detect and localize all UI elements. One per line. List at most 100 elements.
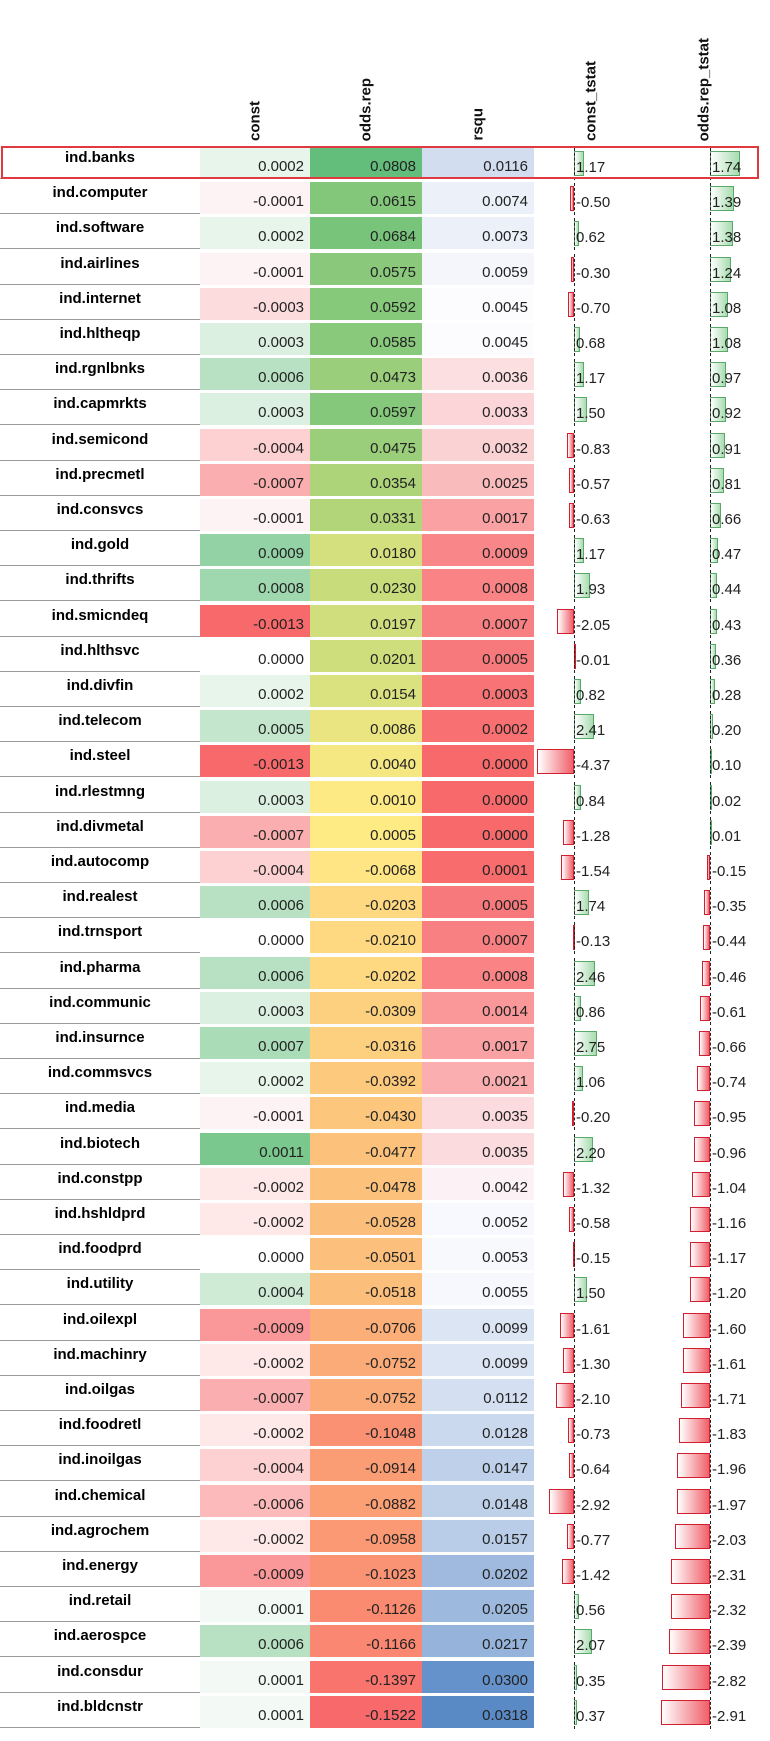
odds-rep-tstat-cell: -1.17 <box>648 1238 760 1272</box>
odds-rep-tstat-cell-axis <box>710 887 711 920</box>
odds-rep-cell: -0.0203 <box>310 886 422 919</box>
odds-rep-cell: -0.0958 <box>310 1519 422 1552</box>
odds-rep-tstat-cell-bar <box>676 1453 710 1479</box>
odds-rep-tstat-cell-axis <box>710 676 711 708</box>
odds-rep-cell: -0.0309 <box>310 991 422 1024</box>
const-tstat-cell-label: -0.57 <box>576 475 611 493</box>
const-cell: -0.0013 <box>200 745 310 778</box>
row-name: ind.hltheqp <box>0 323 200 355</box>
odds-rep-tstat-cell: -0.44 <box>648 921 760 955</box>
const-cell: 0.0003 <box>200 393 310 426</box>
odds-rep-cell: 0.0040 <box>310 745 422 778</box>
const-tstat-cell-bar <box>568 291 574 317</box>
const-tstat-cell: -0.13 <box>534 921 648 955</box>
table-row: ind.thrifts 0.0008 0.0230 0.0008 1.93 0.44 <box>0 568 760 603</box>
odds-rep-cell: 0.0473 <box>310 358 422 391</box>
const-tstat-cell: -0.73 <box>534 1414 648 1448</box>
const-tstat-cell: 1.17 <box>534 147 648 180</box>
odds-rep-tstat-cell-bar <box>680 1383 710 1408</box>
const-cell: 0.0002 <box>200 147 310 179</box>
odds-rep-tstat-cell-bar <box>693 1136 710 1162</box>
const-cell: -0.0009 <box>200 1555 310 1587</box>
row-name: ind.realest <box>0 886 200 919</box>
const-tstat-cell-label: 0.68 <box>576 335 606 352</box>
const-tstat-cell-axis <box>574 1168 575 1201</box>
table-row: ind.utility 0.0004 -0.0518 0.0055 1.50 -1.20 <box>0 1272 760 1307</box>
odds-rep-tstat-cell-axis <box>710 1168 711 1201</box>
const-tstat-cell-axis <box>574 148 575 180</box>
odds-rep-cell: -0.1522 <box>310 1695 422 1728</box>
odds-rep-tstat-cell-label: -2.31 <box>712 1567 747 1584</box>
const-tstat-cell: -0.57 <box>534 464 648 497</box>
odds-rep-tstat-cell-axis <box>710 1028 711 1060</box>
const-tstat-cell-label: 1.93 <box>576 581 606 599</box>
const-tstat-cell-axis <box>574 640 575 673</box>
odds-rep-tstat-cell-label: -0.66 <box>712 1039 747 1056</box>
row-name: ind.energy <box>0 1555 200 1587</box>
const-cell: -0.0006 <box>200 1484 310 1517</box>
header-label: odds.rep <box>357 77 375 141</box>
odds-rep-tstat-cell: -2.82 <box>648 1661 760 1694</box>
const-tstat-cell-axis <box>574 1450 575 1483</box>
odds-rep-cell: 0.0230 <box>310 569 422 602</box>
const-cell: -0.0007 <box>200 1379 310 1411</box>
const-tstat-cell-bar <box>568 1453 574 1479</box>
const-tstat-cell-label: -0.20 <box>576 1109 611 1127</box>
const-cell: -0.0001 <box>200 252 310 285</box>
const-tstat-cell-label: -0.13 <box>576 933 611 951</box>
odds-rep-cell: 0.0010 <box>310 780 422 813</box>
const-tstat-cell-axis <box>574 816 575 849</box>
odds-rep-tstat-cell: 0.91 <box>648 429 760 462</box>
odds-rep-cell: -0.0752 <box>310 1379 422 1411</box>
odds-rep-cell: -0.0528 <box>310 1203 422 1235</box>
const-tstat-cell-label: 1.17 <box>576 546 606 564</box>
table-row: ind.insurnce 0.0007 -0.0316 0.0017 2.75 -0.66 <box>0 1026 760 1061</box>
odds-rep-tstat-cell-label: -1.60 <box>712 1320 747 1338</box>
rsqu-cell: 0.0157 <box>422 1519 534 1552</box>
odds-rep-tstat-cell-label: -0.61 <box>712 1003 747 1021</box>
const-tstat-cell-axis <box>574 1380 575 1412</box>
const-tstat-cell: 1.17 <box>534 534 648 568</box>
const-tstat-cell-label: -0.30 <box>576 264 611 282</box>
odds-rep-cell: 0.0575 <box>310 252 422 285</box>
odds-rep-tstat-cell-label: 0.97 <box>712 370 742 388</box>
odds-rep-tstat-cell: 0.01 <box>648 816 760 849</box>
const-tstat-cell-axis <box>574 429 575 462</box>
const-tstat-cell: 2.07 <box>534 1625 648 1659</box>
const-tstat-cell-axis <box>574 887 575 920</box>
const-cell: -0.0004 <box>200 1449 310 1482</box>
odds-rep-tstat-cell-label: -0.15 <box>712 863 747 880</box>
const-tstat-cell-axis <box>574 1098 575 1131</box>
rsqu-cell: 0.0059 <box>422 252 534 285</box>
rsqu-cell: 0.0014 <box>422 991 534 1024</box>
const-tstat-cell-label: 2.20 <box>576 1144 606 1162</box>
odds-rep-tstat-cell: -0.96 <box>648 1133 760 1166</box>
const-tstat-cell-label: -1.32 <box>576 1179 611 1197</box>
odds-rep-tstat-cell-label: 0.92 <box>712 405 742 423</box>
odds-rep-tstat-cell-bar <box>670 1594 710 1620</box>
const-tstat-cell-axis <box>574 1204 575 1236</box>
const-tstat-cell: 1.50 <box>534 393 648 427</box>
odds-rep-cell: -0.1166 <box>310 1625 422 1658</box>
odds-rep-tstat-cell-bar <box>675 1523 710 1549</box>
table-row: ind.divfin 0.0002 0.0154 0.0003 0.82 0.28 <box>0 674 760 709</box>
const-tstat-cell: -4.37 <box>534 745 648 779</box>
const-tstat-cell-axis <box>574 218 575 251</box>
const-tstat-cell-bar <box>572 1101 575 1127</box>
odds-rep-tstat-cell-axis <box>710 500 711 532</box>
table-row: ind.smicndeq -0.0013 0.0197 0.0007 -2.05 0.43 <box>0 604 760 639</box>
odds-rep-tstat-cell-axis <box>710 781 711 814</box>
odds-rep-cell: -0.0914 <box>310 1449 422 1482</box>
const-tstat-cell-axis <box>574 183 575 216</box>
const-cell: 0.0003 <box>200 323 310 355</box>
table-row: ind.inoilgas -0.0004 -0.0914 0.0147 -0.64 -1.… <box>0 1448 760 1483</box>
table-row: ind.gold 0.0009 0.0180 0.0009 1.17 0.47 <box>0 533 760 568</box>
odds-rep-tstat-cell-axis <box>710 922 711 955</box>
table-row: ind.biotech 0.0011 -0.0477 0.0035 2.20 -0.96 <box>0 1132 760 1167</box>
const-tstat-cell-bar <box>560 1312 574 1338</box>
const-tstat-cell-label: 1.50 <box>576 405 606 423</box>
table-row: ind.media -0.0001 -0.0430 0.0035 -0.20 -0.95 <box>0 1096 760 1131</box>
odds-rep-tstat-cell-label: 0.01 <box>712 827 742 845</box>
rsqu-cell: 0.0205 <box>422 1590 534 1623</box>
odds-rep-tstat-cell-axis <box>710 1380 711 1412</box>
